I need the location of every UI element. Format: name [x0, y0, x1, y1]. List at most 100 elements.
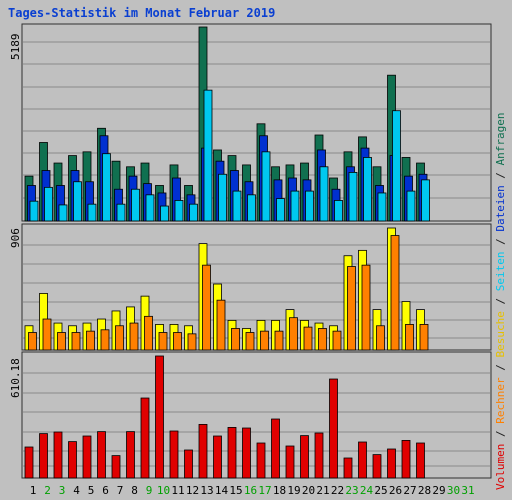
volumen-bar — [372, 454, 382, 479]
seiten-bar — [290, 190, 300, 222]
day-label: 24 — [360, 484, 374, 497]
rechner-bar — [332, 330, 342, 351]
day-label: 5 — [88, 484, 95, 497]
rechner-bar — [57, 332, 66, 351]
day-label: 31 — [461, 484, 474, 497]
legend-separator: / — [494, 231, 507, 252]
volumen-bar — [68, 441, 77, 479]
volumen-bar — [126, 431, 135, 479]
volumen-bar — [271, 418, 280, 479]
volumen-bar — [242, 427, 251, 479]
day-label: 12 — [186, 484, 199, 497]
rechner-bar — [173, 332, 182, 351]
volumen-bar — [39, 433, 48, 479]
seiten-bar — [73, 181, 82, 222]
bottom-panel-max-label: 610.18 — [9, 358, 22, 398]
day-label: 30 — [447, 484, 460, 497]
rechner-bar — [274, 330, 284, 351]
seiten-bar — [305, 190, 314, 222]
volumen-bar — [416, 442, 425, 479]
volumen-bar — [169, 430, 179, 479]
legend-rechner: Rechner — [494, 377, 507, 424]
seiten-bar — [406, 190, 416, 222]
rechner-bar — [216, 299, 226, 351]
seiten-bar — [131, 188, 140, 222]
volumen-bar — [97, 431, 106, 479]
day-label: 28 — [418, 484, 431, 497]
volumen-bar — [300, 435, 309, 479]
top-panel-max-label: 5189 — [9, 33, 22, 61]
rechner-bar — [405, 324, 414, 351]
rechner-bar — [231, 328, 240, 351]
day-label: 17 — [258, 484, 271, 497]
seiten-bar — [319, 166, 329, 222]
seiten-bar — [276, 198, 285, 222]
volumen-bar — [343, 457, 353, 479]
rechner-bar — [376, 325, 385, 351]
day-label: 15 — [229, 484, 242, 497]
volumen-bar — [329, 378, 338, 479]
day-label: 1 — [30, 484, 37, 497]
legend-separator: / — [494, 165, 507, 186]
seiten-bar — [247, 194, 256, 222]
seiten-bar — [392, 110, 401, 222]
volumen-bar — [24, 446, 34, 479]
day-label: 23 — [345, 484, 358, 497]
volumen-bar — [184, 449, 193, 479]
day-label: 14 — [215, 484, 229, 497]
seiten-bar — [348, 171, 358, 222]
day-label: 27 — [403, 484, 416, 497]
rechner-bar — [42, 318, 52, 351]
rechner-bar — [71, 332, 81, 351]
rechner-bar — [390, 235, 400, 351]
rechner-bar — [318, 328, 327, 351]
rechner-bar — [245, 332, 255, 351]
rechner-bar — [289, 317, 298, 351]
seiten-bar — [334, 200, 343, 222]
rechner-bar — [28, 332, 37, 351]
volumen-bar — [285, 445, 295, 479]
middle-panel-max-label: 906 — [9, 228, 22, 248]
rechner-bar — [260, 330, 269, 351]
rechner-bar — [303, 326, 313, 351]
day-label: 6 — [102, 484, 109, 497]
seiten-bar — [189, 203, 198, 222]
volumen-bar — [256, 442, 266, 479]
volumen-bar — [140, 397, 150, 479]
legend-volumen: Volumen — [494, 443, 507, 490]
day-label: 26 — [389, 484, 402, 497]
day-label: 4 — [73, 484, 80, 497]
volumen-bar — [53, 431, 63, 479]
day-label: 8 — [131, 484, 138, 497]
seiten-bar — [421, 179, 430, 222]
legend-besuche: Besuche — [494, 311, 507, 358]
seiten-bar — [58, 204, 68, 222]
day-label: 13 — [200, 484, 213, 497]
seiten-bar — [261, 151, 271, 222]
day-label: 20 — [302, 484, 315, 497]
rechner-bar — [129, 322, 139, 351]
volumen-bar — [111, 455, 121, 479]
volumen-bar — [198, 424, 208, 479]
seiten-bar — [174, 200, 184, 222]
volumen-bar — [227, 427, 237, 479]
day-label: 18 — [273, 484, 286, 497]
chart-title: Tages-Statistik im Monat Februar 2019 — [8, 6, 276, 20]
seiten-bar — [145, 194, 155, 222]
rechner-bar — [115, 325, 124, 351]
day-label: 29 — [432, 484, 445, 497]
day-label: 10 — [157, 484, 170, 497]
legend-separator: / — [494, 357, 507, 378]
seiten-bar — [363, 157, 372, 222]
legend-separator: / — [494, 423, 507, 444]
seiten-bar — [218, 173, 227, 222]
legend-separator: / — [494, 291, 507, 312]
seiten-bar — [160, 205, 169, 222]
legend-anfragen: Anfragen — [494, 112, 507, 166]
day-label: 25 — [374, 484, 387, 497]
seiten-bar — [44, 186, 53, 222]
rechner-bar — [347, 266, 356, 351]
day-label: 3 — [59, 484, 66, 497]
